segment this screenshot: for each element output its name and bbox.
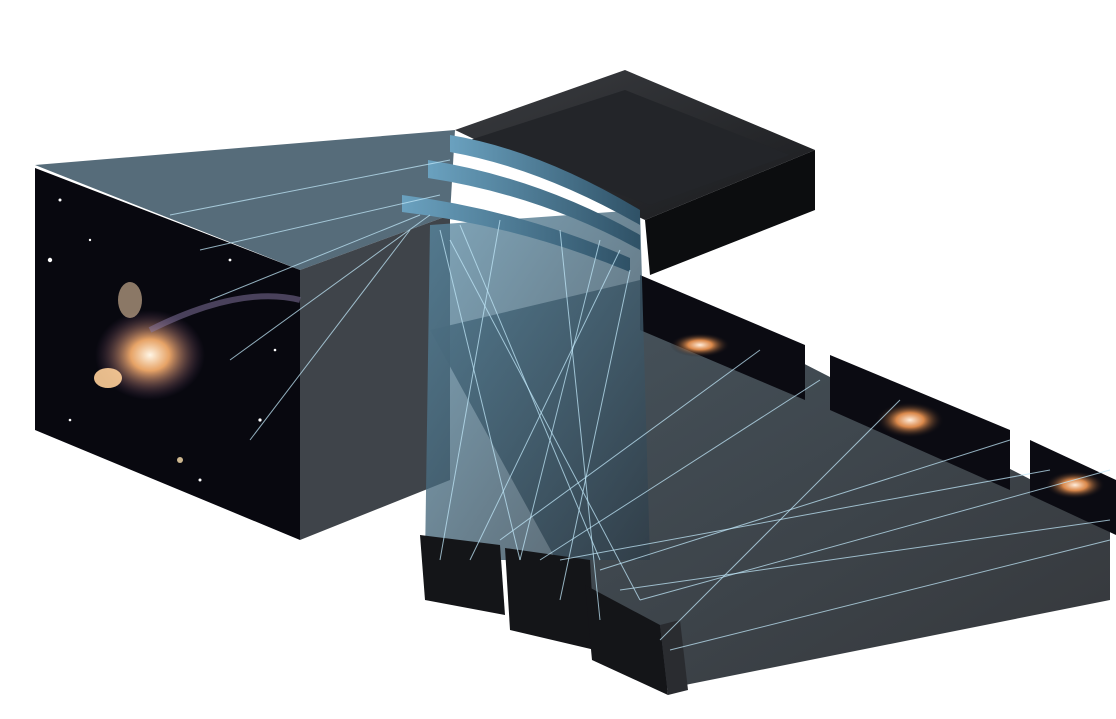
- pupil-mirror-icon: [505, 548, 595, 650]
- galaxy-arm: [118, 282, 142, 318]
- pupil-mirror-icon: [420, 535, 505, 615]
- galaxy-companion: [94, 368, 122, 388]
- galaxy-slice-icon: [876, 402, 944, 438]
- galaxy-slice-icon: [670, 333, 730, 357]
